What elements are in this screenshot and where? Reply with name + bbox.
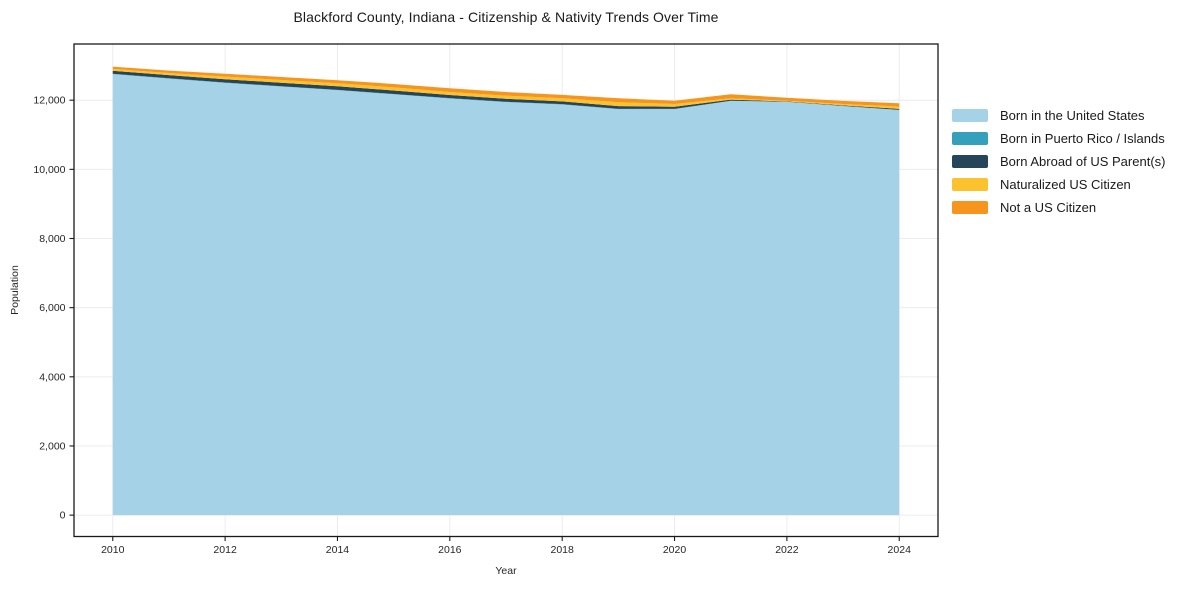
y-tick-label: 10,000 (33, 164, 65, 176)
legend-swatch (952, 132, 988, 145)
legend-label: Born in Puerto Rico / Islands (1000, 131, 1165, 146)
x-tick-label: 2012 (213, 544, 237, 556)
y-tick-label: 0 (60, 510, 66, 522)
legend-swatch (952, 109, 988, 122)
x-axis-label: Year (495, 565, 517, 577)
x-tick-label: 2022 (775, 544, 799, 556)
y-tick-label: 4,000 (39, 371, 65, 383)
legend-item: Naturalized US Citizen (952, 173, 1165, 196)
x-tick-label: 2020 (663, 544, 687, 556)
legend-swatch (952, 201, 988, 214)
legend-item: Born Abroad of US Parent(s) (952, 150, 1165, 173)
x-tick-label: 2016 (438, 544, 462, 556)
y-tick-label: 12,000 (33, 95, 65, 107)
x-tick-label: 2024 (888, 544, 912, 556)
legend-item: Born in the United States (952, 104, 1165, 127)
area-layer-4 (112, 66, 900, 107)
legend-item: Not a US Citizen (952, 196, 1165, 219)
y-tick-label: 2,000 (39, 440, 65, 452)
x-tick-label: 2014 (326, 544, 350, 556)
legend-item: Born in Puerto Rico / Islands (952, 127, 1165, 150)
y-tick-label: 6,000 (39, 302, 65, 314)
legend-label: Not a US Citizen (1000, 200, 1097, 215)
legend-label: Born Abroad of US Parent(s) (1000, 154, 1166, 169)
legend-label: Born in the United States (1000, 108, 1145, 123)
legend-swatch (952, 155, 988, 168)
legend-label: Naturalized US Citizen (1000, 177, 1131, 192)
plot-frame (73, 43, 939, 538)
area-layer-0 (112, 74, 900, 516)
chart-title: Blackford County, Indiana - Citizenship … (293, 9, 719, 25)
y-tick-label: 8,000 (39, 233, 65, 245)
x-tick-label: 2018 (550, 544, 574, 556)
legend: Born in the United States Born in Puerto … (952, 104, 1165, 219)
legend-swatch (952, 178, 988, 191)
x-tick-label: 2010 (101, 544, 125, 556)
